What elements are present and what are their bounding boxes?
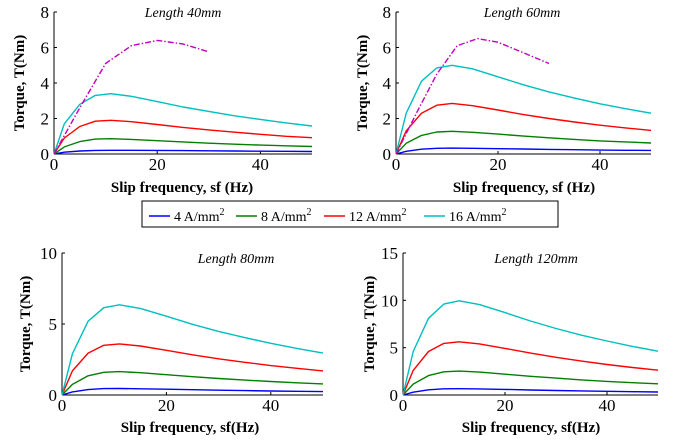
x-tick-label: 0 [58, 396, 67, 415]
chart-panel-1: 0 20 40 0 2 4 6 8 Length 40mm Slip frequency, sf … [12, 3, 313, 196]
series-line-16-a-mm2 [395, 64, 652, 155]
y-tick-label: 8 [383, 3, 392, 22]
chart-panel-2: 0 20 40 0 2 4 6 8 Length 60mm Slip frequency, sf … [355, 3, 652, 196]
y-tick-label: 6 [383, 39, 392, 58]
x-tick-label: 40 [252, 155, 269, 174]
series-line-16-a-mm2 [402, 300, 659, 396]
x-tick-label: 20 [149, 155, 166, 174]
y-tick-label: 2 [41, 110, 50, 129]
y-tick-label: 10 [40, 244, 57, 263]
y-tick-label: 0 [49, 386, 58, 405]
series-line-4-a-mm2 [53, 149, 313, 155]
legend-label: 12 A/mm2 [349, 207, 407, 225]
series-line-12-a-mm2 [61, 343, 324, 396]
panel-title: Length 80mm [197, 252, 275, 267]
legend-label: 16 A/mm2 [449, 207, 507, 225]
x-tick-label: 40 [262, 396, 279, 415]
x-axis-label: Slip frequency, sf(Hz) [462, 420, 600, 436]
panel-title: Length 40mm [144, 6, 222, 21]
series-line-dashdot-4 [395, 37, 550, 155]
series-line-12-a-mm2 [402, 341, 659, 396]
x-tick-label: 40 [592, 155, 609, 174]
y-tick-label: 0 [383, 145, 392, 164]
y-tick-label: 4 [41, 74, 50, 93]
x-axis-label: Slip frequency, sf (Hz) [111, 180, 253, 196]
legend-entry: 12 A/mm2 [324, 207, 407, 225]
y-axis-label: Torque, T(Nm) [12, 35, 28, 131]
legend-box [141, 200, 559, 228]
series-line-8-a-mm2 [53, 137, 313, 155]
legend-label: 4 A/mm2 [174, 207, 225, 225]
y-tick-label: 0 [41, 145, 50, 164]
y-axis-label: Torque, T(Nm) [18, 276, 34, 372]
series-line-4-a-mm2 [395, 147, 652, 155]
y-tick-label: 2 [383, 110, 392, 129]
y-axis-label: Torque, T(Nm) [355, 35, 371, 131]
x-tick-label: 20 [158, 396, 175, 415]
x-axis-label: Slip frequency, sf (Hz) [453, 180, 595, 196]
series-line-16-a-mm2 [61, 304, 324, 396]
x-tick-label: 0 [50, 155, 59, 174]
y-tick-label: 15 [381, 244, 398, 263]
x-tick-label: 20 [497, 396, 514, 415]
y-axis-label: Torque, T(Nm) [362, 276, 378, 372]
chart-panel-4: 0 20 40 0 5 10 15 Length 120mm Slip frequency, s… [362, 244, 659, 436]
series-line-12-a-mm2 [395, 102, 652, 155]
x-tick-label: 0 [392, 155, 401, 174]
panel-title: Length 60mm [483, 6, 561, 21]
series-line-12-a-mm2 [53, 119, 313, 155]
series-line-dashdot-4 [53, 39, 210, 155]
legend-entry: 4 A/mm2 [149, 207, 225, 225]
series-line-4-a-mm2 [61, 387, 324, 396]
legend-label: 8 A/mm2 [261, 207, 312, 225]
legend: 4 A/mm2 8 A/mm2 12 A/mm2 16 A/mm2 [141, 200, 559, 228]
y-tick-label: 5 [49, 315, 58, 334]
y-tick-label: 6 [41, 39, 50, 58]
legend-entry: 16 A/mm2 [424, 207, 507, 225]
y-tick-label: 4 [383, 74, 392, 93]
series-line-8-a-mm2 [61, 370, 324, 396]
series-line-8-a-mm2 [402, 370, 659, 396]
x-tick-label: 20 [490, 155, 507, 174]
y-tick-label: 0 [390, 386, 399, 405]
y-tick-label: 10 [381, 291, 398, 310]
chart-panel-3: 0 20 40 0 5 10 Length 80mm Slip frequency, sf(H… [18, 244, 324, 436]
panel-title: Length 120mm [493, 252, 578, 267]
legend-entry: 8 A/mm2 [236, 207, 312, 225]
series-line-16-a-mm2 [53, 92, 313, 155]
y-tick-label: 8 [41, 3, 50, 22]
series-line-8-a-mm2 [395, 130, 652, 155]
x-tick-label: 40 [599, 396, 616, 415]
x-tick-label: 0 [399, 396, 408, 415]
x-axis-label: Slip frequency, sf(Hz) [121, 420, 259, 436]
y-tick-label: 5 [390, 339, 399, 358]
series-line-4-a-mm2 [402, 388, 659, 396]
